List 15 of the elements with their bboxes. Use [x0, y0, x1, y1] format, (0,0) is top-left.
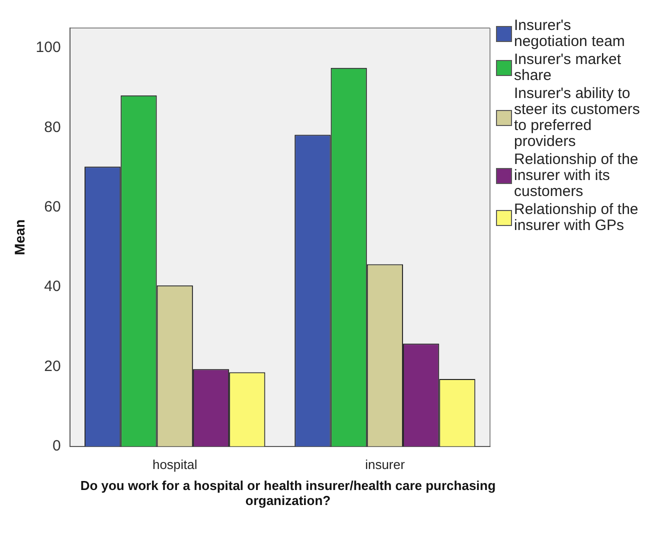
legend-label: Relationship of the insurer with its customers: [514, 151, 640, 200]
x-tick-label: hospital: [152, 456, 198, 472]
y-tick-label: 60: [44, 198, 61, 216]
y-tick-label: 100: [36, 39, 61, 56]
y-axis-title: Mean: [11, 219, 28, 256]
legend-label: Insurer's market share: [514, 51, 622, 84]
y-tick-label: 0: [52, 438, 61, 455]
y-tick-label: 20: [44, 358, 61, 375]
y-tick-label: 40: [44, 278, 61, 296]
x-axis-title: Do you work for a hospital or health insurer/health care purchasing organization?: [79, 478, 497, 508]
legend-label: Relationship of the insurer with GPs: [514, 201, 640, 234]
y-tick-label: 80: [44, 118, 61, 136]
legend-label: Insurer's ability to steer its customers to preferred providers: [514, 85, 641, 150]
x-tick-label: insurer: [365, 456, 406, 472]
legend-label: Insurer's negotiation team: [514, 17, 626, 50]
